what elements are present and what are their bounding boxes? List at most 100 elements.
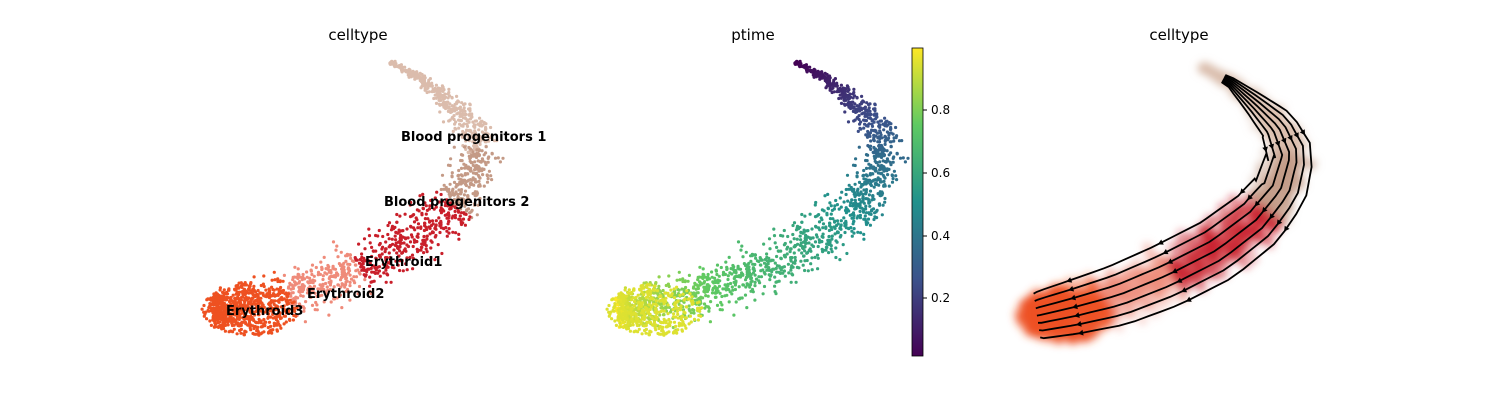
cell-point: [720, 294, 724, 299]
cell-point: [859, 231, 863, 235]
cell-point: [445, 105, 450, 109]
cell-point: [293, 275, 297, 279]
cell-point: [734, 300, 738, 304]
panel-1-cluster-labels: Blood progenitors 1 Blood progenitors 2 …: [226, 130, 546, 319]
cell-point: [388, 243, 392, 248]
cell-point: [457, 201, 461, 205]
cell-point: [326, 288, 330, 292]
cell-point: [844, 187, 848, 192]
cell-point: [216, 302, 220, 306]
cell-point: [246, 317, 250, 321]
cell-point: [721, 287, 725, 291]
cell-point: [715, 263, 720, 267]
cell-point: [252, 326, 256, 331]
cell-point: [874, 129, 878, 133]
cell-point: [829, 204, 833, 208]
cell-point: [321, 287, 325, 291]
cell-point: [434, 219, 438, 223]
cell-point: [841, 93, 846, 97]
cell-point: [855, 189, 860, 193]
cell-point: [857, 114, 861, 118]
cell-point: [445, 198, 449, 202]
cell-point: [831, 217, 835, 221]
cell-point: [775, 280, 779, 284]
cell-point: [216, 311, 220, 316]
cell-point: [648, 283, 652, 287]
cell-point: [357, 242, 361, 246]
cell-point: [888, 160, 892, 164]
panel-celltype-1: celltype Blood progenitors 1 Blood proge…: [200, 26, 546, 337]
cell-point: [821, 226, 825, 230]
cell-point: [240, 320, 244, 324]
cell-point: [715, 303, 720, 307]
cell-point: [205, 298, 209, 302]
cell-point: [463, 189, 468, 193]
cell-point: [869, 183, 874, 188]
cell-point: [704, 304, 708, 308]
cell-point: [891, 177, 895, 181]
cell-point: [231, 293, 235, 297]
cell-point: [644, 331, 648, 335]
cell-point: [476, 159, 480, 163]
cell-point: [468, 147, 473, 151]
cell-point: [257, 298, 261, 303]
cell-point: [683, 279, 687, 283]
cell-point: [720, 303, 724, 307]
cell-point: [684, 316, 688, 320]
cell-point: [390, 265, 394, 269]
cell-point: [442, 187, 446, 191]
cell-point: [855, 116, 859, 120]
cell-point: [484, 122, 488, 126]
cell-point: [867, 106, 871, 110]
cell-point: [631, 320, 635, 324]
cell-point: [465, 198, 469, 202]
cell-point: [257, 302, 261, 306]
cell-point: [837, 207, 841, 211]
cell-point: [875, 161, 879, 165]
cell-point: [424, 244, 428, 248]
cell-point: [346, 262, 350, 266]
cell-point: [865, 174, 869, 178]
cell-point: [276, 292, 280, 296]
cell-point: [384, 258, 388, 262]
cell-point: [424, 204, 428, 208]
cell-point: [297, 281, 301, 285]
cell-point: [428, 77, 432, 81]
cell-point: [852, 219, 856, 223]
cell-point: [639, 304, 643, 309]
cell-point: [687, 304, 691, 308]
cell-point: [689, 320, 693, 324]
cell-point: [652, 322, 656, 326]
cell-point: [468, 103, 472, 107]
cell-point: [397, 228, 401, 232]
cell-point: [804, 67, 809, 72]
cell-point: [307, 281, 311, 285]
cell-point: [400, 235, 404, 239]
cell-point: [862, 177, 866, 181]
cell-point: [404, 262, 408, 266]
panel-1-points: [200, 59, 505, 337]
cell-point: [267, 296, 272, 300]
cell-point: [891, 132, 895, 136]
cell-point: [409, 74, 413, 78]
cell-point: [802, 254, 806, 258]
cell-point: [810, 268, 814, 272]
cell-point: [618, 312, 622, 316]
cell-point: [439, 187, 443, 192]
cell-point: [636, 293, 640, 297]
cell-point: [475, 191, 480, 195]
cell-point: [226, 288, 231, 292]
cell-point: [846, 89, 850, 93]
cell-point: [213, 316, 217, 320]
cell-point: [275, 287, 279, 291]
cell-point: [490, 178, 494, 182]
cell-point: [692, 317, 697, 321]
cell-point: [405, 256, 409, 260]
cell-point: [856, 230, 860, 234]
cell-point: [257, 313, 261, 317]
cell-point: [456, 196, 460, 201]
cell-point: [838, 258, 842, 262]
cell-point: [749, 259, 753, 263]
cell-point: [218, 288, 222, 292]
cell-point: [873, 215, 877, 219]
